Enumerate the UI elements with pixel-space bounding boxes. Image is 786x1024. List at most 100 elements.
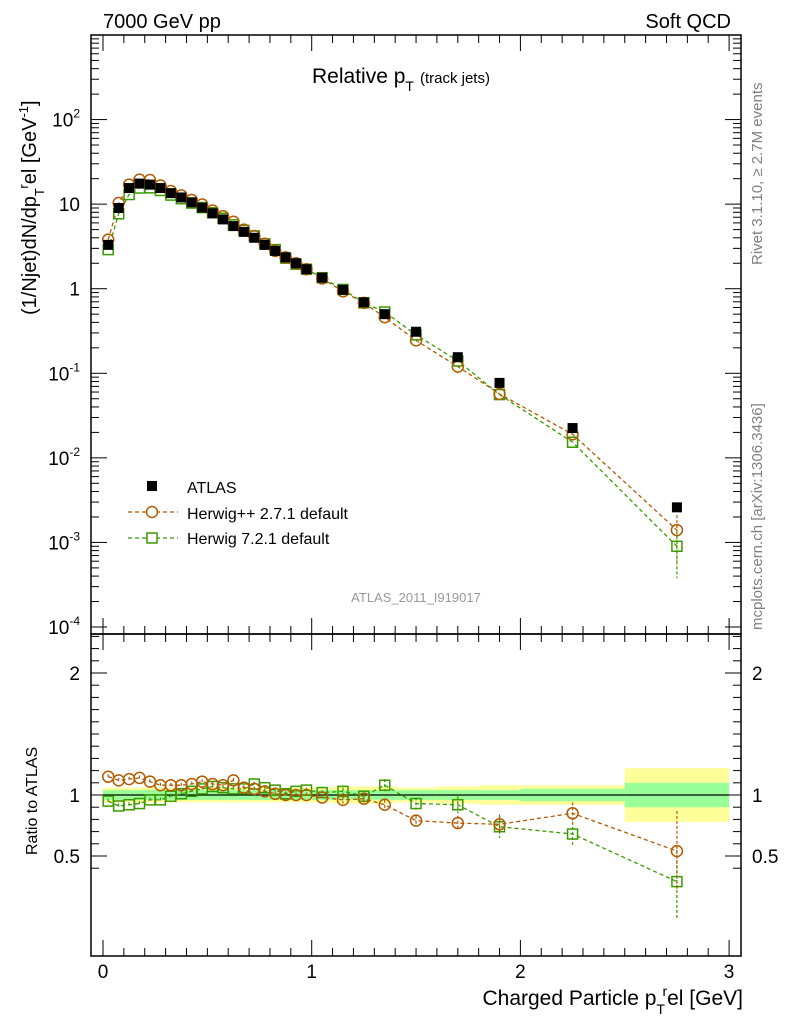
atlas-point	[338, 284, 349, 295]
herwigpp-point	[289, 257, 303, 270]
main-y-tick-label: 10-3	[48, 529, 80, 554]
atlas-point	[280, 252, 291, 263]
ratio-point-herwig7	[378, 779, 391, 791]
legend-markers	[128, 481, 178, 544]
ratio-point-herwigpp	[357, 792, 371, 805]
ratio-point-herwigpp	[227, 774, 240, 787]
atlas-point	[165, 188, 176, 199]
x-tick-label: 1	[306, 962, 317, 983]
atlas-point	[144, 179, 155, 190]
atlas-point	[218, 214, 229, 225]
main-y-tick-label-exp: -3	[69, 529, 80, 543]
atlas-point	[238, 226, 249, 237]
main-y-tick-label-base: 10	[48, 533, 69, 554]
mcplots-label: mcplots.cern.ch [arXiv:1306.3436]	[749, 403, 766, 630]
atlas-point	[671, 502, 682, 513]
legend-marker-atlas	[147, 481, 157, 491]
legend-marker-herwig7	[146, 532, 158, 544]
main-ylabel-sub: T	[32, 188, 47, 196]
atlas-point	[186, 197, 197, 208]
plot-title-suffix: (track jets)	[420, 70, 490, 87]
xlabel-tail: el [GeV]	[667, 987, 743, 1010]
ratio-y-tick-label-left: 0.5	[54, 847, 80, 868]
legend-marker-herwigpp	[145, 505, 159, 519]
main-y-axis-label: (1/Njet)dN/dpTrel [GeV-1]	[16, 100, 47, 315]
header-right: Soft QCD	[645, 11, 731, 33]
herwig7-point	[671, 540, 683, 553]
atlas-point	[155, 183, 166, 194]
atlas-point	[567, 423, 578, 434]
main-y-tick-label-base: 10	[48, 364, 69, 385]
atlas-point	[259, 239, 270, 250]
atlas-point	[379, 309, 390, 320]
atlas-point	[270, 245, 281, 256]
ratio-y-tick-label-right: 1	[752, 786, 763, 807]
ratio-tick-labels: 0.5 0.5 1 1 2 2 0 1 2 3	[54, 664, 779, 983]
main-y-tick-label: 1	[69, 280, 80, 301]
main-ylabel-main: (1/Njet)dN/dp	[19, 196, 41, 315]
plot-title: Relative pT (track jets)	[312, 65, 490, 94]
plot-title-main: Relative p	[312, 65, 405, 88]
main-y-tick-label-exp: -2	[69, 445, 80, 459]
atlas-point	[452, 352, 463, 363]
main-axis-ticks	[91, 35, 741, 634]
xlabel-sup: r	[662, 983, 667, 999]
ratio-line-herwigpp	[107, 776, 678, 852]
main-y-tick-label: 10	[59, 195, 80, 216]
header-left: 7000 GeV pp	[103, 11, 221, 33]
ratio-y-tick-label-left: 1	[69, 786, 80, 807]
x-axis-label: Charged Particle pTrel [GeV]	[482, 983, 743, 1017]
x-tick-label: 3	[724, 962, 735, 983]
main-y-tick-label: 102	[52, 107, 80, 132]
ratio-point-herwigpp	[315, 791, 329, 804]
main-ylabel-tail: el [GeV	[19, 117, 41, 184]
ratio-point-herwigpp	[336, 793, 350, 807]
ratio-plot-frame	[90, 633, 742, 957]
x-tick-label: 0	[98, 962, 109, 983]
atlas-point	[228, 221, 239, 232]
atlas-point	[494, 377, 505, 388]
x-tick-label: 2	[515, 962, 526, 983]
main-y-tick-label-base: 10	[52, 111, 73, 132]
main-y-tick-label: 10-4	[48, 614, 80, 639]
ratio-point-herwigpp	[300, 788, 313, 802]
legend-label-atlas: ATLAS	[187, 480, 237, 497]
herwigpp-point	[279, 251, 292, 264]
main-ylabel-sup: r	[16, 184, 31, 189]
atlas-point	[197, 202, 208, 213]
rivet-label: Rivet 3.1.10, ≥ 2.7M events	[749, 83, 766, 266]
ratio-series-layer	[101, 770, 684, 919]
main-y-tick-label-exp: -4	[69, 614, 80, 628]
main-y-tick-label: 10-2	[48, 445, 80, 470]
atlas-point	[113, 203, 124, 214]
ratio-y-tick-label-right: 0.5	[752, 847, 778, 868]
herwigpp-point	[670, 523, 684, 537]
ratio-point-herwigpp	[451, 816, 465, 830]
ratio-plot-panel: 0.5 0.5 1 1 2 2 0 1 2 3 Ratio to ATLAS Charged Pa…	[24, 633, 779, 1017]
atlas-point	[249, 232, 260, 243]
herwigpp-point	[493, 387, 506, 401]
main-ylabel-tail-sup: -1	[16, 106, 31, 118]
ratio-point-herwigpp	[670, 844, 684, 858]
herwigpp-point	[268, 244, 282, 258]
main-y-tick-label-base: 10	[48, 449, 69, 470]
ratio-y-axis-label: Ratio to ATLAS	[24, 747, 41, 855]
main-y-tick-label: 10-1	[48, 360, 80, 385]
legend-label-herwigpp: Herwig++ 2.7.1 default	[187, 506, 349, 523]
ratio-point-herwig7	[566, 828, 579, 840]
herwig7-point	[566, 436, 579, 448]
atlas-point	[176, 192, 187, 203]
analysis-tag: ATLAS_2011_I919017	[351, 590, 481, 605]
xlabel-sub: T	[656, 1001, 665, 1017]
atlas-point	[317, 272, 328, 283]
ratio-point-herwigpp	[378, 798, 391, 812]
atlas-point	[134, 178, 145, 189]
atlas-point	[103, 239, 114, 250]
xlabel-main: Charged Particle p	[482, 987, 656, 1010]
ratio-y-tick-label-left: 2	[69, 664, 80, 685]
atlas-point	[124, 183, 135, 194]
ratio-point-herwigpp	[409, 814, 423, 827]
